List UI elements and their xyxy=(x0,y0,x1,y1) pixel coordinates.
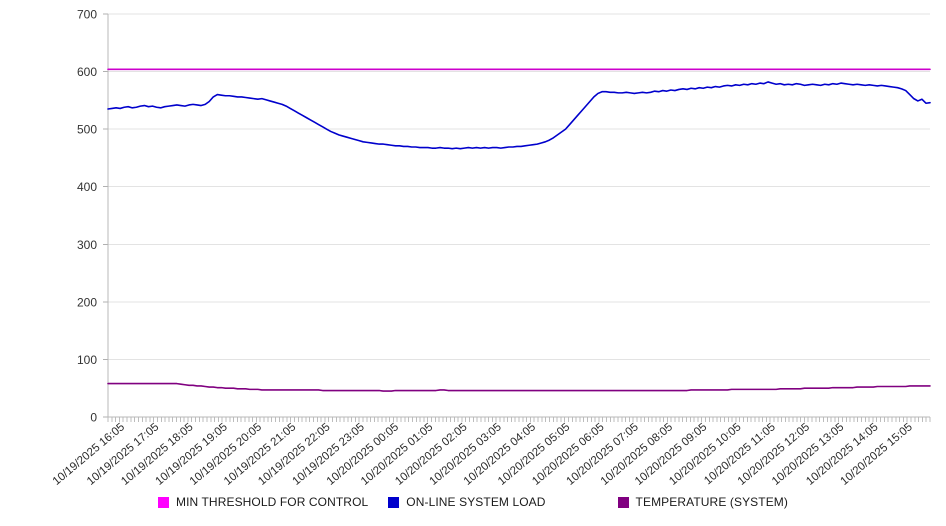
legend-item-label: TEMPERATURE (SYSTEM) xyxy=(635,495,788,509)
data-series-group xyxy=(107,68,931,392)
legend-item-label: ON-LINE SYSTEM LOAD xyxy=(406,495,546,509)
y-axis-tick-label: 300 xyxy=(77,238,97,252)
y-axis-tick-label: 200 xyxy=(77,295,97,309)
series-line-3 xyxy=(107,382,931,392)
legend-item-label: MIN THRESHOLD FOR CONTROL xyxy=(175,495,369,509)
axis-lines-group xyxy=(107,14,930,418)
y-axis-labels-group: 0 100 200 300 400 500 600 700 xyxy=(77,8,97,425)
x-minor-ticks-group xyxy=(107,417,931,422)
y-axis-tick-label: 500 xyxy=(77,123,97,137)
y-axis-tick-label: 400 xyxy=(77,180,97,194)
legend-item-2[interactable]: ON-LINE SYSTEM LOAD xyxy=(388,495,545,509)
legend-color-swatch xyxy=(617,496,629,508)
series-line-2 xyxy=(107,81,931,150)
y-axis-tick-label: 700 xyxy=(77,8,97,22)
legend-color-swatch xyxy=(388,496,400,508)
legend-item-3[interactable]: TEMPERATURE (SYSTEM) xyxy=(617,495,788,509)
legend-color-swatch xyxy=(157,496,169,508)
legend-item-1[interactable]: MIN THRESHOLD FOR CONTROL xyxy=(157,495,369,509)
y-tick-marks-group xyxy=(103,13,108,418)
chart-legend: MIN THRESHOLD FOR CONTROL ON-LINE SYSTEM … xyxy=(0,495,946,509)
y-axis-tick-label: 600 xyxy=(77,65,97,79)
y-axis-tick-label: 100 xyxy=(77,353,97,367)
y-axis-tick-label: 0 xyxy=(90,411,97,425)
gridlines-group xyxy=(108,13,930,418)
